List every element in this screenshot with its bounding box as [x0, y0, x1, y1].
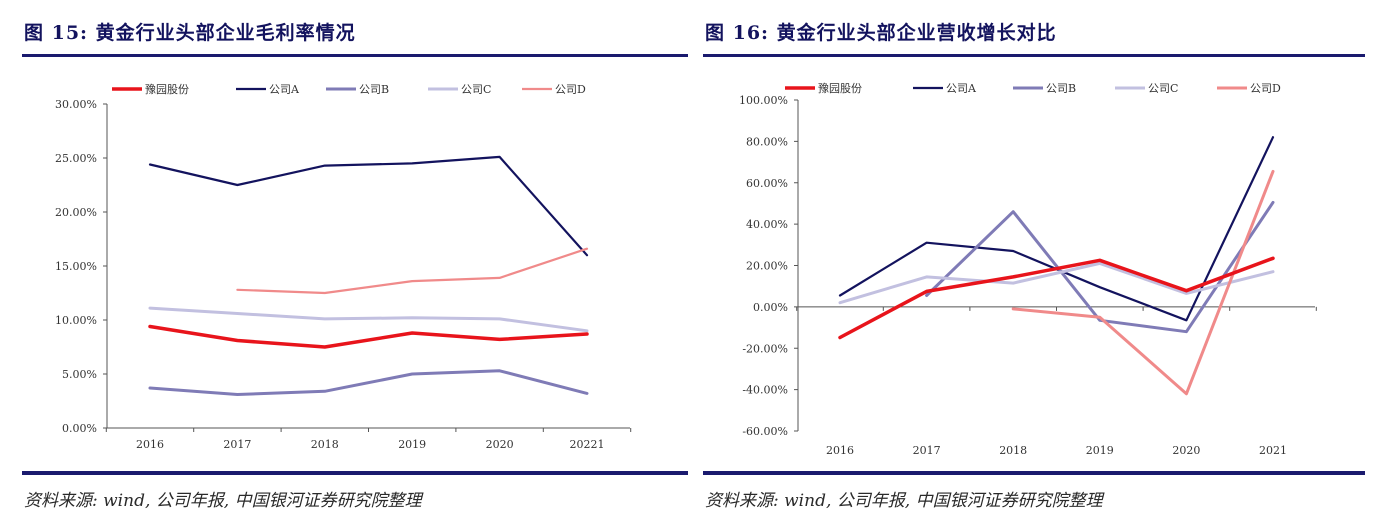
bottom-rule — [703, 471, 1365, 475]
y-tick-label: 20.00% — [55, 206, 97, 219]
x-tick-label: 2020 — [1172, 444, 1200, 457]
series-line-company-c — [838, 261, 1275, 305]
x-tick-label: 2021 — [1259, 444, 1287, 457]
x-tick-label: 2017 — [223, 438, 251, 451]
y-tick-label: 5.00% — [62, 368, 97, 381]
chart-panel-gross-margin: 图 15: 黄金行业头部企业毛利率情况 0.00% 5.00% 10.00% 15.0… — [22, 0, 688, 519]
figure-title: 图 15: 黄金行业头部企业毛利率情况 — [24, 22, 356, 44]
x-tick-label: 2019 — [398, 438, 426, 451]
series-line-company-a — [838, 136, 1275, 322]
revenue-growth-chart: -60.00% -40.00% -20.00% 0.00% 20.00% 40.00% 60… — [739, 82, 1317, 457]
source-note: 资料来源: wind, 公司年报, 中国银河证券研究院整理 — [24, 491, 422, 511]
x-tick-label: 2018 — [999, 444, 1027, 457]
y-tick-label: 80.00% — [746, 135, 788, 148]
y-tick-label: 60.00% — [746, 177, 788, 190]
series-line-company-b — [925, 200, 1275, 334]
x-tick-label: 2016 — [136, 438, 164, 451]
y-tick-label: 0.00% — [753, 301, 788, 314]
x-tick-label: 20221 — [570, 438, 605, 451]
y-tick-label: 25.00% — [55, 152, 97, 165]
series-line-company-a — [148, 155, 589, 257]
y-tick-label: -20.00% — [742, 342, 788, 355]
series-line-company-d — [1011, 169, 1275, 396]
legend-label: 公司B — [359, 83, 389, 96]
top-rule — [703, 54, 1365, 57]
y-tick-label: -40.00% — [742, 384, 788, 397]
series-line-yuyuan — [838, 256, 1275, 340]
y-tick-label: 15.00% — [55, 260, 97, 273]
x-tick-label: 2019 — [1086, 444, 1114, 457]
series-line-company-c — [148, 306, 589, 333]
bottom-rule — [22, 471, 688, 475]
y-tick-label: 10.00% — [55, 314, 97, 327]
legend-label: 豫园股份 — [818, 82, 862, 95]
legend-label: 公司C — [1148, 82, 1178, 95]
legend-label: 公司A — [269, 83, 300, 96]
top-rule — [22, 54, 688, 57]
y-tick-label: -60.00% — [742, 425, 788, 438]
x-tick-label: 2020 — [486, 438, 514, 451]
chart-panel-revenue-growth: 图 16: 黄金行业头部企业营收增长对比 -60.00% -40.00% -20.0… — [703, 0, 1365, 519]
y-tick-label: 100.00% — [739, 94, 788, 107]
x-tick-label: 2018 — [311, 438, 339, 451]
legend-label: 公司C — [461, 83, 491, 96]
series-line-company-d — [236, 247, 589, 295]
legend-label: 公司B — [1046, 82, 1076, 95]
legend-label: 公司D — [1250, 82, 1281, 95]
source-note: 资料来源: wind, 公司年报, 中国银河证券研究院整理 — [705, 491, 1103, 511]
y-tick-label: 30.00% — [55, 98, 97, 111]
legend-label: 公司A — [946, 82, 977, 95]
y-tick-label: 0.00% — [62, 422, 97, 435]
y-tick-label: 20.00% — [746, 260, 788, 273]
gross-margin-chart: 0.00% 5.00% 10.00% 15.00% 20.00% 25.00% 30.00%… — [55, 83, 632, 451]
series-line-company-b — [148, 369, 589, 396]
figure-title: 图 16: 黄金行业头部企业营收增长对比 — [705, 22, 1057, 44]
series-line-yuyuan — [148, 324, 589, 349]
legend-label: 豫园股份 — [145, 83, 189, 96]
legend-label: 公司D — [555, 83, 586, 96]
x-tick-label: 2017 — [913, 444, 941, 457]
x-tick-label: 2016 — [826, 444, 854, 457]
y-tick-label: 40.00% — [746, 218, 788, 231]
